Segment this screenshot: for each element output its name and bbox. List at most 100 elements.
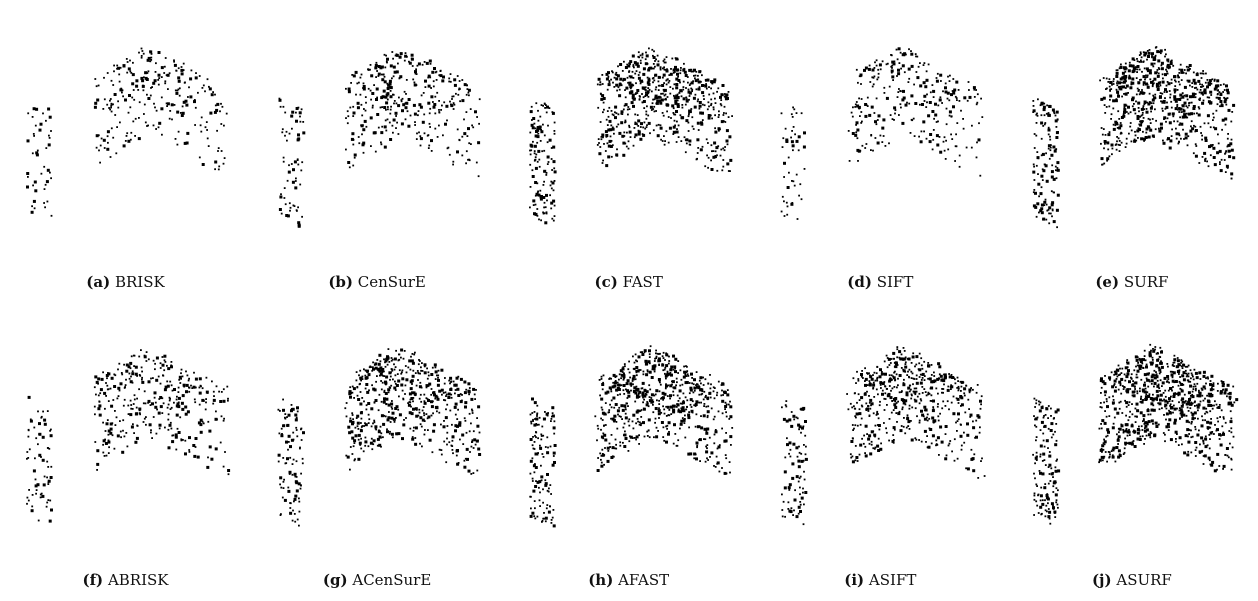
point xyxy=(704,104,706,106)
point xyxy=(1174,88,1177,91)
point xyxy=(693,383,695,385)
point xyxy=(651,376,654,379)
point xyxy=(782,516,784,518)
point xyxy=(938,420,940,422)
point xyxy=(1111,113,1113,115)
point xyxy=(718,381,720,383)
point xyxy=(347,456,350,459)
point xyxy=(790,203,793,206)
point xyxy=(1050,149,1052,151)
point xyxy=(1154,63,1156,65)
point xyxy=(540,475,543,478)
point xyxy=(205,402,207,404)
point xyxy=(641,351,643,353)
point xyxy=(298,525,300,527)
point xyxy=(1192,93,1195,96)
point xyxy=(932,149,934,151)
point xyxy=(405,118,407,120)
point xyxy=(473,430,475,432)
point xyxy=(294,414,297,417)
point xyxy=(1049,158,1051,160)
point xyxy=(692,412,694,414)
point xyxy=(550,420,552,422)
point xyxy=(639,99,641,101)
point xyxy=(856,106,858,108)
point xyxy=(657,55,659,57)
point xyxy=(1143,75,1146,78)
point xyxy=(1138,110,1140,112)
point xyxy=(1178,81,1180,83)
point xyxy=(392,94,394,96)
point xyxy=(476,162,478,164)
point xyxy=(708,86,710,88)
point xyxy=(930,387,933,390)
point xyxy=(658,353,660,355)
point xyxy=(1221,159,1223,161)
point xyxy=(606,78,609,81)
point xyxy=(150,87,152,89)
point xyxy=(913,84,915,86)
point xyxy=(134,441,137,444)
point xyxy=(141,79,144,82)
point xyxy=(428,147,430,149)
point xyxy=(35,479,37,481)
point xyxy=(650,397,652,399)
point xyxy=(119,122,121,124)
point xyxy=(692,400,694,402)
point xyxy=(1164,88,1167,91)
point xyxy=(282,424,285,427)
point xyxy=(453,108,455,110)
point xyxy=(698,88,701,91)
point xyxy=(630,136,632,138)
point xyxy=(206,121,208,123)
point xyxy=(536,142,538,144)
point xyxy=(175,90,177,92)
point xyxy=(126,132,128,134)
point xyxy=(639,78,641,80)
point xyxy=(657,100,659,102)
point xyxy=(176,414,179,417)
point xyxy=(161,397,163,399)
point xyxy=(363,401,365,403)
point xyxy=(199,392,202,395)
point xyxy=(411,54,414,57)
point xyxy=(156,110,158,112)
point xyxy=(541,426,543,428)
point xyxy=(104,147,106,149)
point xyxy=(358,142,360,144)
point xyxy=(1145,132,1147,134)
point xyxy=(674,114,676,116)
point xyxy=(668,360,670,362)
point xyxy=(981,458,983,460)
point xyxy=(361,133,363,135)
point xyxy=(606,119,608,121)
point xyxy=(543,512,545,514)
point xyxy=(159,424,162,427)
point xyxy=(278,454,281,457)
point xyxy=(802,492,804,494)
point xyxy=(668,82,670,84)
point xyxy=(1169,90,1171,92)
point xyxy=(699,438,702,441)
point xyxy=(937,403,939,405)
point xyxy=(532,457,534,459)
point xyxy=(294,160,297,163)
point xyxy=(1137,102,1140,105)
point xyxy=(710,397,712,399)
point xyxy=(638,396,640,398)
point xyxy=(1137,69,1139,71)
point xyxy=(130,404,132,406)
point xyxy=(1137,60,1139,62)
point xyxy=(194,124,196,126)
point xyxy=(366,409,368,411)
point xyxy=(674,96,677,99)
point xyxy=(658,124,660,126)
point xyxy=(1050,147,1052,149)
point xyxy=(623,377,625,379)
point xyxy=(720,99,722,101)
point xyxy=(1113,83,1115,85)
point xyxy=(373,439,376,442)
point xyxy=(793,108,795,110)
point xyxy=(412,79,414,81)
point xyxy=(296,406,299,409)
